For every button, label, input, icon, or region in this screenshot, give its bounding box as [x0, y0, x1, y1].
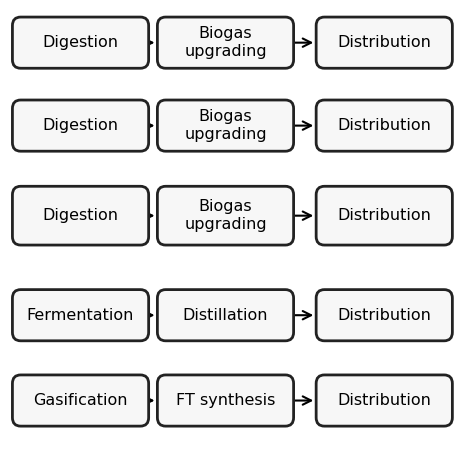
Text: Digestion: Digestion — [43, 208, 118, 223]
Text: Distribution: Distribution — [337, 308, 431, 323]
FancyBboxPatch shape — [157, 375, 293, 426]
Text: Distribution: Distribution — [337, 35, 431, 50]
FancyBboxPatch shape — [316, 100, 452, 151]
FancyBboxPatch shape — [316, 375, 452, 426]
Text: Digestion: Digestion — [43, 35, 118, 50]
FancyBboxPatch shape — [157, 186, 293, 245]
FancyBboxPatch shape — [157, 17, 293, 68]
FancyBboxPatch shape — [316, 290, 452, 341]
FancyBboxPatch shape — [12, 186, 149, 245]
FancyBboxPatch shape — [316, 17, 452, 68]
Text: Fermentation: Fermentation — [27, 308, 134, 323]
Text: Distribution: Distribution — [337, 208, 431, 223]
FancyBboxPatch shape — [157, 290, 293, 341]
FancyBboxPatch shape — [157, 100, 293, 151]
Text: Distribution: Distribution — [337, 118, 431, 133]
Text: Distribution: Distribution — [337, 393, 431, 408]
Text: Digestion: Digestion — [43, 118, 118, 133]
FancyBboxPatch shape — [12, 290, 149, 341]
Text: Biogas
upgrading: Biogas upgrading — [184, 27, 267, 59]
FancyBboxPatch shape — [12, 375, 149, 426]
Text: Biogas
upgrading: Biogas upgrading — [184, 200, 267, 232]
FancyBboxPatch shape — [316, 186, 452, 245]
Text: Gasification: Gasification — [33, 393, 128, 408]
Text: Distillation: Distillation — [183, 308, 268, 323]
FancyBboxPatch shape — [12, 100, 149, 151]
Text: FT synthesis: FT synthesis — [176, 393, 275, 408]
Text: Biogas
upgrading: Biogas upgrading — [184, 109, 267, 142]
FancyBboxPatch shape — [12, 17, 149, 68]
